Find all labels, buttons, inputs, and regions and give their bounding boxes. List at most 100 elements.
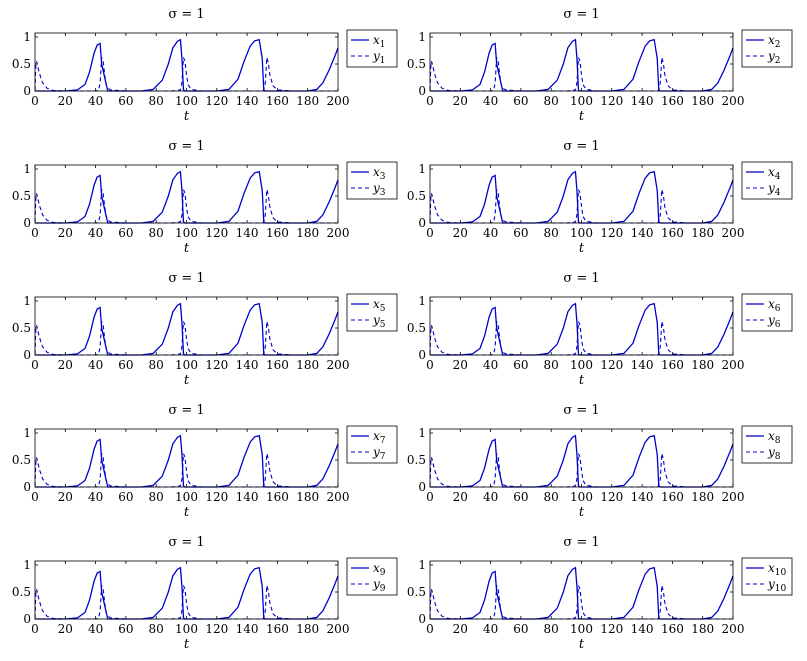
x-tick-label: 200	[722, 94, 745, 108]
y-tick-label: 0.5	[407, 57, 426, 71]
legend-entry-x8: x8	[768, 429, 781, 446]
x-tick-label: 180	[296, 226, 319, 240]
legend-entry-subscript: 1	[380, 40, 386, 50]
x-axis-label: t	[184, 505, 190, 520]
x-tick-label: 40	[88, 622, 103, 636]
legend-entry-y7: y7	[372, 445, 386, 462]
x-tick-label: 200	[327, 358, 350, 372]
x-tick-label: 120	[205, 94, 228, 108]
x-tick-label: 200	[722, 358, 745, 372]
axes-frame	[429, 296, 734, 356]
legend-entry-y1: y1	[372, 49, 386, 66]
series-x9-line	[35, 566, 339, 620]
legend-entry-x2: x2	[768, 33, 781, 50]
x-axis-label: t	[579, 637, 585, 652]
x-tick-label: 80	[149, 622, 164, 636]
legend-entry-subscript: 3	[380, 188, 386, 198]
y-tick-label: 1	[418, 294, 426, 308]
x-tick-label: 20	[58, 490, 73, 504]
subplot-title: σ = 1	[563, 139, 599, 154]
subplot-title: σ = 1	[168, 7, 204, 22]
subplot-5: σ = 1 0 20 40 60 80 100 120 140 160 180 200 0 0.5 1 t x5…	[12, 271, 398, 388]
x-axis-label: t	[184, 109, 190, 124]
x-tick-label: 100	[175, 490, 198, 504]
legend-entry-name: x	[373, 33, 380, 47]
y-tick-label: 0.5	[12, 189, 31, 203]
x-tick-label: 40	[483, 94, 498, 108]
x-tick-label: 40	[88, 358, 103, 372]
subplot-4: σ = 1 0 20 40 60 80 100 120 140 160 180 200 0 0.5 1 t x4…	[407, 139, 793, 256]
x-tick-label: 20	[58, 622, 73, 636]
legend-entry-name: y	[767, 49, 775, 63]
subplot-1: σ = 10 20 40 60 80 100 120 140 160 180 20000.51tx1…	[12, 7, 398, 124]
x-tick-label: 80	[149, 226, 164, 240]
subplot-9: σ = 1 0 20 40 60 80 100 120 140 160 180 200 0 0.5 1 t x9…	[12, 535, 398, 652]
x-tick-label: 100	[175, 226, 198, 240]
legend-entry-name: y	[767, 577, 775, 591]
x-tick-label: 60	[513, 358, 528, 372]
x-tick-label: 20	[58, 358, 73, 372]
x-tick-label: 20	[453, 358, 468, 372]
series-x10-line	[430, 566, 734, 620]
x-tick-label: 200	[722, 226, 745, 240]
x-tick-label: 140	[631, 622, 654, 636]
legend-entry-name: y	[767, 313, 775, 327]
x-tick-label: 180	[296, 490, 319, 504]
x-tick-label: 40	[88, 226, 103, 240]
y-tick-label: 1	[418, 30, 426, 44]
legend-entry-name: y	[372, 313, 380, 327]
x-tick-label: 40	[483, 226, 498, 240]
x-tick-label: 180	[296, 94, 319, 108]
x-tick-label: 120	[205, 358, 228, 372]
x-tick-label: 160	[266, 622, 289, 636]
legend-entry-subscript: 6	[775, 320, 781, 330]
series-y5-line	[34, 321, 338, 356]
legend-entry-name: y	[767, 181, 775, 195]
x-tick-label: 200	[327, 226, 350, 240]
legend-entry-x5: x5	[373, 297, 386, 314]
legend-entry-name: x	[373, 165, 380, 179]
subplot-10: σ = 1 0 20 40 60 80 100 120 140 160 180 200 0 0.5 1 t x1…	[407, 535, 793, 652]
x-axis-label: t	[579, 373, 585, 388]
subplot-title: σ = 1	[563, 535, 599, 550]
x-tick-label: 0	[426, 490, 434, 504]
series-y7-line	[34, 453, 338, 488]
x-tick-label: 120	[600, 490, 623, 504]
x-tick-label: 0	[426, 358, 434, 372]
x-tick-label: 100	[570, 358, 593, 372]
legend-entry-y10: y10	[767, 577, 787, 594]
x-tick-label: 180	[296, 358, 319, 372]
x-axis-label: t	[579, 241, 585, 256]
x-tick-label: 160	[266, 94, 289, 108]
legend-entry-subscript: 4	[775, 172, 781, 182]
x-tick-label: 120	[600, 226, 623, 240]
legend-box	[741, 557, 793, 596]
x-tick-label: 140	[236, 490, 259, 504]
x-tick-label: 0	[31, 94, 39, 108]
y-tick-label: 0.5	[407, 189, 426, 203]
x-tick-label: 140	[236, 622, 259, 636]
legend-entry-subscript: 9	[380, 584, 386, 594]
x-tick-label: 180	[691, 226, 714, 240]
x-tick-label: 0	[31, 358, 39, 372]
legend-entry-subscript: 7	[380, 452, 386, 462]
x-tick-label: 180	[296, 622, 319, 636]
x-tick-label: 140	[631, 94, 654, 108]
x-tick-label: 0	[31, 226, 39, 240]
legend-entry-name: y	[372, 445, 380, 459]
legend-entry-subscript: 1	[380, 56, 386, 66]
axes-frame	[429, 560, 734, 620]
legend-entry-subscript: 10	[775, 568, 787, 578]
x-tick-label: 140	[631, 226, 654, 240]
legend-entry-name: x	[768, 561, 775, 575]
legend-entry-x10: x10	[768, 561, 787, 578]
x-tick-label: 100	[570, 490, 593, 504]
subplot-title: σ = 1	[563, 271, 599, 286]
legend-box	[741, 293, 793, 332]
